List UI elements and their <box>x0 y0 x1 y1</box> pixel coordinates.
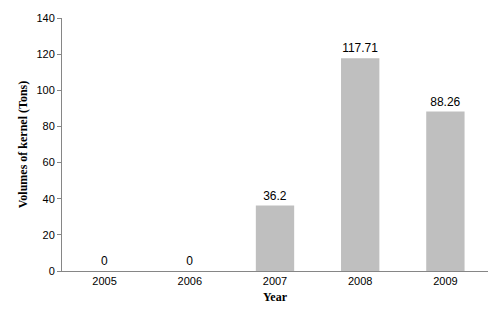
svg-text:20: 20 <box>43 229 55 241</box>
svg-text:0: 0 <box>186 254 193 268</box>
svg-text:88.26: 88.26 <box>430 95 460 109</box>
svg-text:40: 40 <box>43 193 55 205</box>
svg-text:117.71: 117.71 <box>342 41 378 55</box>
svg-text:2009: 2009 <box>433 275 457 287</box>
svg-text:100: 100 <box>36 84 54 96</box>
svg-text:36.2: 36.2 <box>263 189 287 203</box>
svg-text:80: 80 <box>43 120 55 132</box>
svg-text:2008: 2008 <box>348 275 372 287</box>
svg-text:2006: 2006 <box>178 275 202 287</box>
svg-text:2007: 2007 <box>263 275 287 287</box>
svg-text:0: 0 <box>101 254 108 268</box>
svg-text:120: 120 <box>36 48 54 60</box>
svg-text:140: 140 <box>36 12 54 24</box>
svg-text:Volumes of kernel (Tons): Volumes of kernel (Tons) <box>16 81 30 208</box>
svg-text:0: 0 <box>49 265 55 277</box>
svg-text:2005: 2005 <box>92 275 116 287</box>
svg-text:60: 60 <box>43 156 55 168</box>
svg-text:Year: Year <box>263 290 288 304</box>
